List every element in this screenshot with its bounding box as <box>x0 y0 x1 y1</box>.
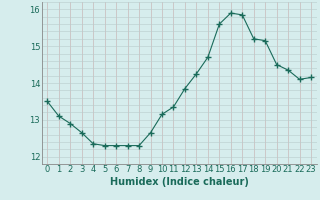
X-axis label: Humidex (Indice chaleur): Humidex (Indice chaleur) <box>110 177 249 187</box>
